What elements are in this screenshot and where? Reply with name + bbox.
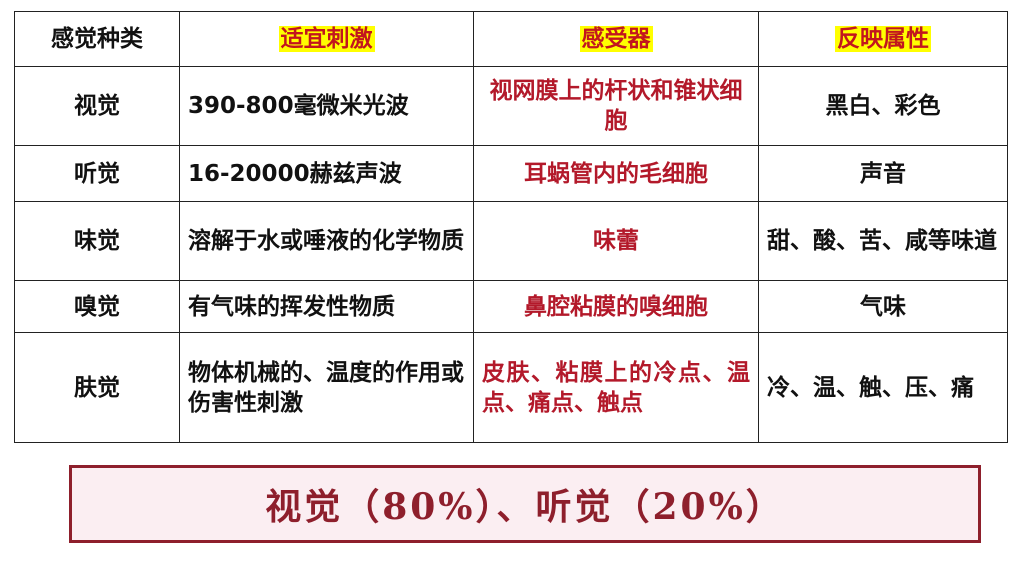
- summary-text: 视觉（80%）、听觉（20%）: [265, 486, 785, 528]
- header-property: 反映属性: [758, 11, 1008, 67]
- cell-stimulus: 溶解于水或唾液的化学物质: [179, 201, 474, 281]
- sensation-table-grid: 感觉种类 适宜刺激 感受器 反映属性 视觉 390-800毫微米光波 视网膜上的…: [14, 11, 1008, 443]
- table-row: 味觉 溶解于水或唾液的化学物质 味蕾 甜、酸、苦、咸等味道: [14, 201, 1008, 281]
- cell-property: 气味: [758, 280, 1008, 333]
- header-stimulus: 适宜刺激: [179, 11, 474, 67]
- cell-property: 甜、酸、苦、咸等味道: [758, 201, 1008, 281]
- cell-receptor: 视网膜上的杆状和锥状细胞: [473, 66, 759, 146]
- cell-receptor: 耳蜗管内的毛细胞: [473, 145, 759, 202]
- cell-stimulus: 16-20000赫兹声波: [179, 145, 474, 202]
- cell-type: 听觉: [14, 145, 180, 202]
- cell-receptor: 味蕾: [473, 201, 759, 281]
- cell-type: 嗅觉: [14, 280, 180, 333]
- cell-property: 黑白、彩色: [758, 66, 1008, 146]
- cell-type: 味觉: [14, 201, 180, 281]
- table-header-row: 感觉种类 适宜刺激 感受器 反映属性: [14, 11, 1008, 67]
- header-sensation-type: 感觉种类: [14, 11, 180, 67]
- summary-box: 视觉（80%）、听觉（20%）: [69, 465, 981, 543]
- cell-type: 肤觉: [14, 332, 180, 443]
- cell-property: 声音: [758, 145, 1008, 202]
- sensation-table: 感觉种类 适宜刺激 感受器 反映属性 视觉 390-800毫微米光波 视网膜上的…: [14, 11, 1008, 443]
- cell-stimulus: 物体机械的、温度的作用或伤害性刺激: [179, 332, 474, 443]
- cell-property: 冷、温、触、压、痛: [758, 332, 1008, 443]
- table-row: 视觉 390-800毫微米光波 视网膜上的杆状和锥状细胞 黑白、彩色: [14, 66, 1008, 146]
- cell-receptor: 鼻腔粘膜的嗅细胞: [473, 280, 759, 333]
- header-receptor: 感受器: [473, 11, 759, 67]
- cell-stimulus: 390-800毫微米光波: [179, 66, 474, 146]
- cell-type: 视觉: [14, 66, 180, 146]
- cell-stimulus: 有气味的挥发性物质: [179, 280, 474, 333]
- table-row: 听觉 16-20000赫兹声波 耳蜗管内的毛细胞 声音: [14, 145, 1008, 202]
- cell-receptor: 皮肤、粘膜上的冷点、温点、痛点、触点: [473, 332, 759, 443]
- table-row: 嗅觉 有气味的挥发性物质 鼻腔粘膜的嗅细胞 气味: [14, 280, 1008, 333]
- table-row: 肤觉 物体机械的、温度的作用或伤害性刺激 皮肤、粘膜上的冷点、温点、痛点、触点 …: [14, 332, 1008, 443]
